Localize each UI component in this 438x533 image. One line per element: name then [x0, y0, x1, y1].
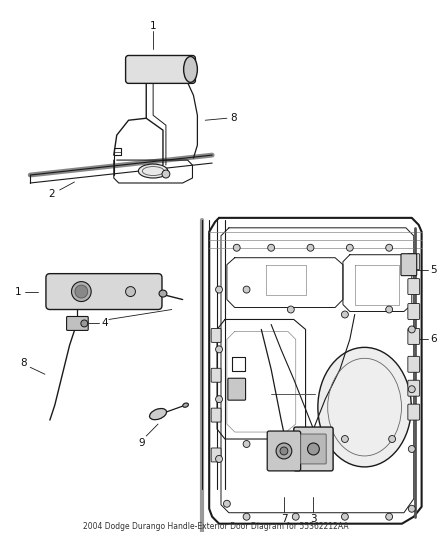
Ellipse shape — [318, 348, 411, 467]
Circle shape — [162, 170, 170, 178]
Circle shape — [408, 386, 415, 393]
FancyBboxPatch shape — [126, 55, 195, 83]
Circle shape — [386, 244, 392, 251]
Ellipse shape — [138, 164, 168, 178]
Circle shape — [287, 440, 294, 448]
FancyBboxPatch shape — [267, 431, 300, 471]
FancyBboxPatch shape — [67, 317, 88, 330]
Circle shape — [389, 435, 396, 442]
Circle shape — [276, 443, 292, 459]
Circle shape — [215, 455, 223, 463]
Text: 9: 9 — [138, 438, 145, 448]
Text: 4: 4 — [102, 318, 108, 328]
Circle shape — [346, 244, 353, 251]
Circle shape — [292, 513, 299, 520]
Ellipse shape — [184, 56, 198, 83]
Text: 8: 8 — [230, 113, 237, 123]
Circle shape — [215, 346, 223, 353]
Circle shape — [280, 447, 288, 455]
FancyBboxPatch shape — [228, 378, 246, 400]
Ellipse shape — [75, 285, 88, 298]
Circle shape — [408, 505, 415, 512]
FancyBboxPatch shape — [46, 273, 162, 310]
Ellipse shape — [183, 403, 188, 407]
FancyBboxPatch shape — [211, 328, 221, 342]
Circle shape — [243, 440, 250, 448]
Circle shape — [386, 513, 392, 520]
Circle shape — [342, 311, 348, 318]
FancyBboxPatch shape — [300, 434, 326, 464]
FancyBboxPatch shape — [294, 427, 333, 471]
FancyBboxPatch shape — [211, 448, 221, 462]
Circle shape — [223, 500, 230, 507]
Circle shape — [268, 244, 275, 251]
FancyBboxPatch shape — [408, 357, 420, 372]
FancyBboxPatch shape — [211, 368, 221, 382]
Circle shape — [215, 395, 223, 402]
Circle shape — [81, 320, 88, 327]
FancyBboxPatch shape — [408, 380, 420, 396]
FancyBboxPatch shape — [408, 328, 420, 344]
Text: 7: 7 — [281, 514, 287, 524]
Text: 2004 Dodge Durango Handle-Exterior Door Diagram for 55362212AA: 2004 Dodge Durango Handle-Exterior Door … — [83, 522, 349, 531]
FancyBboxPatch shape — [408, 404, 420, 420]
Text: 5: 5 — [431, 265, 437, 274]
FancyBboxPatch shape — [408, 254, 420, 270]
Text: 6: 6 — [431, 334, 437, 344]
Ellipse shape — [71, 281, 91, 302]
FancyBboxPatch shape — [408, 303, 420, 319]
Circle shape — [243, 513, 250, 520]
Circle shape — [243, 286, 250, 293]
Circle shape — [307, 443, 319, 455]
Circle shape — [215, 286, 223, 293]
Text: 2: 2 — [49, 189, 55, 199]
Circle shape — [126, 287, 135, 296]
FancyBboxPatch shape — [401, 254, 417, 276]
Text: 8: 8 — [20, 358, 27, 368]
Circle shape — [307, 244, 314, 251]
FancyBboxPatch shape — [408, 279, 420, 295]
Circle shape — [408, 266, 415, 273]
FancyBboxPatch shape — [211, 408, 221, 422]
Circle shape — [342, 513, 348, 520]
Circle shape — [408, 446, 415, 453]
Circle shape — [233, 244, 240, 251]
Text: 3: 3 — [310, 514, 317, 524]
Ellipse shape — [149, 408, 166, 419]
Circle shape — [287, 306, 294, 313]
Circle shape — [408, 326, 415, 333]
Text: 1: 1 — [150, 21, 156, 30]
Circle shape — [386, 306, 392, 313]
Circle shape — [342, 435, 348, 442]
Ellipse shape — [159, 290, 167, 297]
Text: 1: 1 — [15, 287, 22, 296]
